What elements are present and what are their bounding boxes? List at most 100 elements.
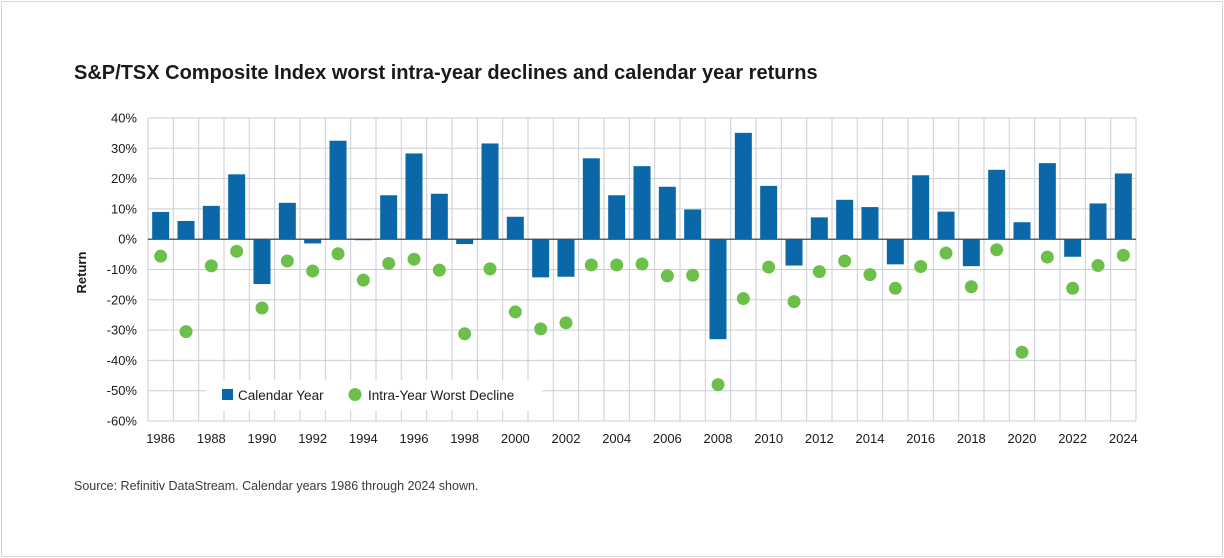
x-tick-label: 2024	[1109, 431, 1138, 446]
bar-series	[152, 132, 1132, 340]
y-tick-label: 30%	[111, 141, 137, 156]
y-tick-label: 0%	[118, 232, 137, 247]
bar-2011	[785, 239, 803, 266]
bar-2015	[886, 239, 904, 265]
y-tick-label: 40%	[111, 111, 137, 126]
y-axis-title: Return	[74, 251, 89, 293]
legend-label-intra-year-worst-decline: Intra-Year Worst Decline	[368, 388, 514, 403]
dot-2023	[1091, 259, 1105, 273]
dot-2015	[888, 281, 902, 295]
dot-2022	[1066, 281, 1080, 295]
dot-2010	[762, 260, 776, 274]
dot-2013	[838, 254, 852, 268]
dot-series	[154, 243, 1130, 392]
legend-label-calendar-year: Calendar Year	[238, 388, 324, 403]
x-tick-label: 2012	[805, 431, 834, 446]
dot-1995	[382, 256, 396, 270]
dot-1989	[230, 244, 244, 258]
bar-2001	[532, 239, 550, 278]
x-tick-label: 1990	[248, 431, 277, 446]
dot-1997	[432, 263, 446, 277]
bar-1997	[430, 193, 448, 240]
bar-1986	[152, 211, 170, 240]
x-axis: 1986 1988 1990 1992 1994 1996 1998 2000 2002 2004…	[146, 431, 1138, 446]
x-tick-label: 1998	[450, 431, 479, 446]
bar-2003	[582, 158, 600, 240]
bar-2018	[962, 239, 980, 267]
dot-2009	[736, 292, 750, 306]
bar-1991	[278, 202, 296, 240]
bar-2014	[861, 207, 879, 240]
dot-1990	[255, 301, 269, 315]
dot-1988	[204, 259, 218, 273]
y-tick-label: -10%	[107, 262, 138, 277]
legend-swatch-intra-year-worst-decline	[348, 388, 362, 401]
bar-1987	[177, 221, 195, 240]
bar-2013	[836, 199, 854, 240]
legend-background	[206, 380, 542, 410]
bar-2016	[912, 175, 930, 240]
bar-1992	[304, 239, 322, 244]
dot-1993	[331, 247, 345, 261]
bar-2024	[1114, 173, 1132, 240]
dot-1992	[306, 264, 320, 278]
y-tick-label: 10%	[111, 201, 137, 216]
dot-2007	[686, 268, 700, 282]
bar-2020	[1013, 222, 1031, 240]
bar-2019	[988, 169, 1006, 240]
dot-2021	[1040, 250, 1054, 264]
dot-2002	[559, 316, 573, 330]
x-tick-label: 1994	[349, 431, 378, 446]
dot-1987	[179, 325, 193, 339]
dot-2024	[1116, 248, 1130, 262]
bar-1999	[481, 143, 499, 240]
dot-2003	[584, 258, 598, 272]
bar-2008	[709, 239, 727, 340]
bar-2010	[760, 185, 778, 240]
dot-2011	[787, 295, 801, 309]
dot-2019	[990, 243, 1004, 257]
dot-2000	[508, 305, 522, 319]
dot-2005	[635, 257, 649, 271]
dot-2006	[660, 269, 674, 283]
x-tick-label: 2016	[906, 431, 935, 446]
bar-2007	[684, 209, 702, 240]
x-tick-label: 2008	[704, 431, 733, 446]
bar-2017	[937, 211, 955, 240]
dot-2018	[964, 280, 978, 294]
y-tick-label: -60%	[107, 414, 138, 429]
dot-2001	[534, 322, 548, 336]
bar-2022	[1064, 239, 1082, 257]
bar-1995	[380, 195, 398, 240]
x-tick-label: 2002	[552, 431, 581, 446]
x-tick-label: 2014	[856, 431, 885, 446]
y-axis: 40% 30% 20% 10% 0% -10% -20% -30% -40% -50% -60%	[107, 111, 138, 429]
x-tick-label: 1992	[298, 431, 327, 446]
bar-2000	[506, 216, 524, 240]
bar-2021	[1038, 163, 1056, 240]
bar-1993	[329, 140, 347, 240]
bar-1998	[456, 239, 474, 245]
legend: Calendar Year Intra-Year Worst Decline	[206, 380, 542, 410]
x-tick-label: 2018	[957, 431, 986, 446]
bar-2012	[810, 217, 828, 240]
dot-2017	[939, 246, 953, 260]
dot-2020	[1015, 345, 1029, 359]
y-tick-label: -20%	[107, 292, 138, 307]
dot-1999	[483, 262, 497, 276]
dot-2016	[914, 259, 928, 273]
x-tick-label: 2022	[1058, 431, 1087, 446]
x-tick-label: 2006	[653, 431, 682, 446]
x-tick-label: 2020	[1008, 431, 1037, 446]
legend-swatch-calendar-year	[222, 389, 233, 400]
bar-1990	[253, 239, 271, 285]
y-tick-label: -40%	[107, 353, 138, 368]
dot-1994	[356, 273, 370, 287]
bar-2023	[1089, 203, 1107, 240]
x-tick-label: 1996	[400, 431, 429, 446]
bar-1994	[354, 239, 372, 241]
source-note: Source: Refinitiv DataStream. Calendar y…	[74, 479, 479, 493]
dot-2014	[863, 268, 877, 282]
bar-1996	[405, 153, 423, 240]
bar-2002	[557, 239, 575, 277]
